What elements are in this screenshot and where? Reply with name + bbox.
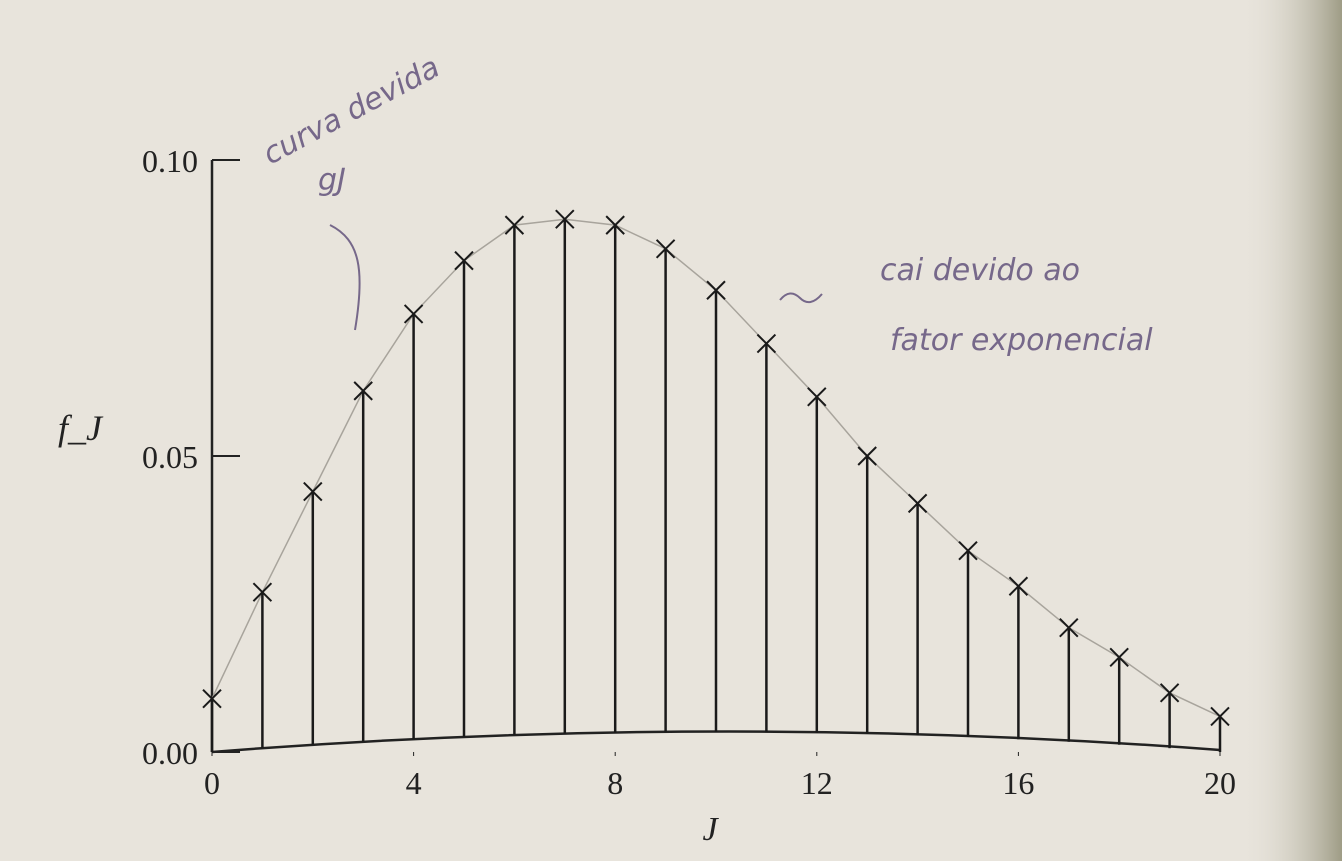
page: J f_J curva devida gJ cai devido ao fato… <box>0 0 1342 861</box>
annotation: cai devido ao <box>880 253 1080 288</box>
x-tick-label: 0 <box>204 765 220 801</box>
y-tick-label: 0.05 <box>142 439 198 475</box>
y-axis-label: f_J <box>58 408 104 448</box>
chart: J f_J curva devida gJ cai devido ao fato… <box>0 0 1342 861</box>
page-shadow <box>1240 0 1342 861</box>
x-tick-label: 12 <box>801 765 833 801</box>
x-axis-label: J <box>702 811 719 848</box>
annotation: gJ <box>318 163 346 198</box>
x-tick-label: 20 <box>1204 765 1236 801</box>
annotation: fator exponencial <box>890 323 1153 358</box>
y-tick-label: 0.00 <box>142 735 198 771</box>
x-tick-label: 8 <box>607 765 623 801</box>
y-tick-label: 0.10 <box>142 143 198 179</box>
x-tick-label: 4 <box>406 765 422 801</box>
x-tick-label: 16 <box>1002 765 1034 801</box>
